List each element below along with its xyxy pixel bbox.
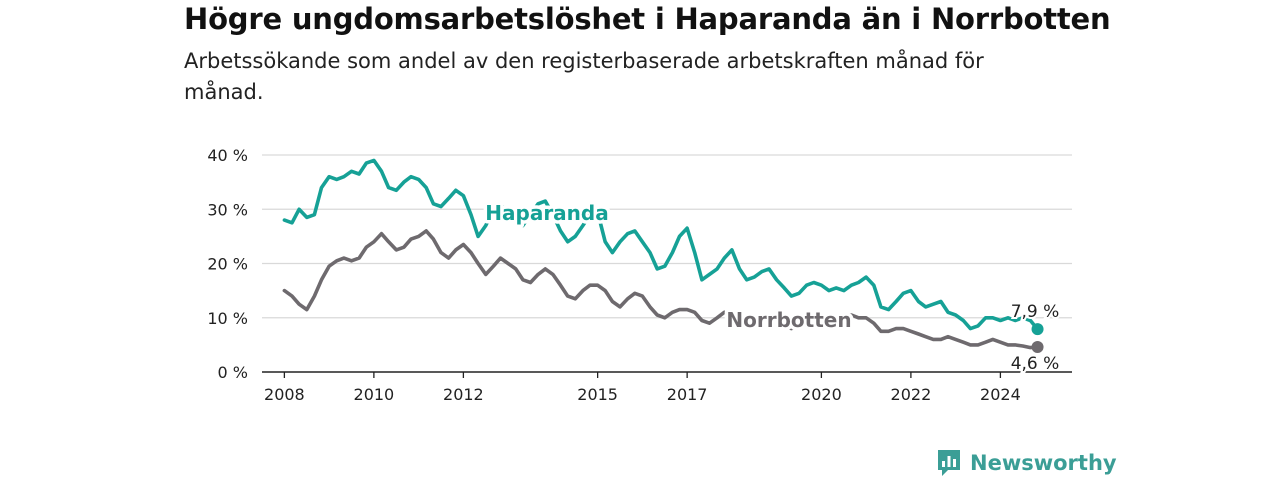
chart-subtitle: Arbetssökande som andel av den registerb… [184,49,984,104]
series-end-point-norrbotten [1031,341,1044,354]
series-labels: 7,9 % Haparanda 4,6 % Norrbotten [482,198,1062,377]
series-end-label-norrbotten: 4,6 % [1011,354,1060,374]
x-tick-label: 2017 [667,385,708,404]
x-tick-label: 2008 [264,385,305,404]
x-tick-label: 2015 [577,385,618,404]
series-name-label-norrbotten: Norrbotten [726,308,851,332]
brand-logo[interactable]: Newsworthy [936,448,1117,478]
y-tick-label: 40 % [207,146,248,165]
series-lines [282,158,1044,354]
y-axis-ticks: 0 % 10 % 20 % 30 % 40 % [207,146,248,382]
x-tick-label: 2024 [980,385,1021,404]
series-line-norrbotten [282,229,1040,350]
brand-name: Newsworthy [970,451,1117,475]
x-tick-label: 2012 [443,385,484,404]
series-end-label-haparanda: 7,9 % [1011,302,1060,322]
y-tick-label: 0 % [218,363,248,382]
x-tick-label: 2010 [354,385,395,404]
chart-title: Högre ungdomsarbetslöshet i Haparanda än… [184,2,1111,36]
y-tick-label: 20 % [207,255,248,274]
x-axis-ticks: 2008 2010 2012 2015 2017 2020 2022 2024 [264,372,1021,404]
series-end-point-haparanda [1031,323,1044,336]
x-tick-label: 2022 [891,385,932,404]
y-tick-label: 10 % [207,309,248,328]
y-tick-label: 30 % [207,200,248,219]
series-name-label-haparanda: Haparanda [485,201,608,225]
series-line-haparanda [282,158,1040,331]
x-tick-label: 2020 [801,385,842,404]
gridlines [262,154,1072,319]
bar-chart-speech-bubble-icon [938,450,960,476]
